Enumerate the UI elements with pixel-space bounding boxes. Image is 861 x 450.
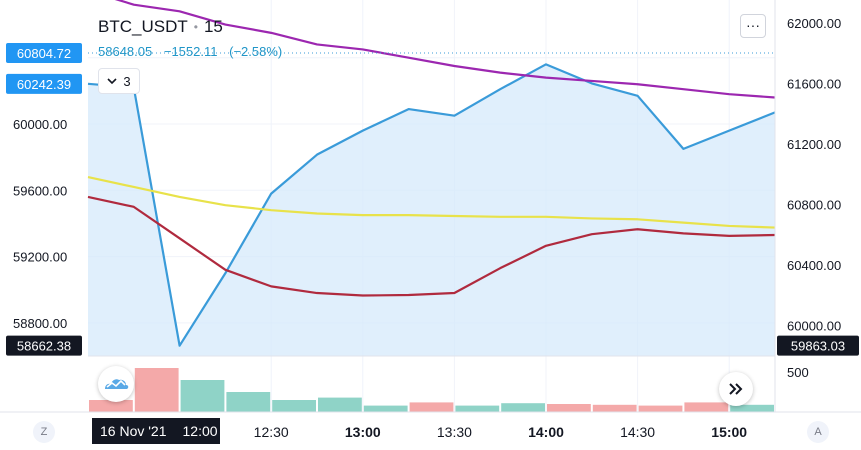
volume-axis-tick-label: 500 — [787, 365, 809, 380]
volume-bar — [684, 402, 729, 412]
volume-bar — [363, 405, 408, 412]
right-axis-tick-label: 62000.00 — [787, 16, 841, 31]
interval-label[interactable]: 15 — [203, 17, 223, 36]
volume-bar — [455, 405, 500, 412]
left-price-tag-mid: 60242.39 — [17, 77, 71, 92]
series-line-2 — [114, 0, 776, 99]
volume-bar — [180, 380, 225, 412]
time-axis-tick-label: 13:30 — [437, 424, 472, 440]
tradingview-cloud-icon — [105, 379, 129, 389]
left-price-tag-top: 60804.72 — [17, 46, 71, 61]
left-axis-tick-label: 59200.00 — [13, 250, 67, 265]
left-axis-tick-label: 58800.00 — [13, 316, 67, 331]
right-price-tag-bottom: 59863.03 — [791, 339, 845, 354]
symbol-name[interactable]: BTC_USDT — [98, 17, 188, 36]
more-options-button[interactable]: ··· — [740, 14, 766, 38]
right-axis-tick-label: 60800.00 — [787, 198, 841, 213]
chevron-down-icon — [107, 78, 117, 85]
indicator-count: 3 — [123, 73, 131, 89]
axes: 60400.00 60000.00 59600.00 59200.00 58800.00… — [0, 0, 861, 440]
dot-separator: • — [193, 20, 198, 34]
volume-bar — [318, 397, 362, 412]
quote-last: 58648.05 — [98, 44, 153, 59]
right-axis-tick-label: 60400.00 — [787, 258, 841, 273]
volume-bar — [272, 400, 316, 412]
left-axis-tick-label: 60000.00 — [13, 117, 67, 132]
left-price-tag-mid-bg — [6, 73, 82, 94]
volume-bar — [409, 402, 454, 412]
right-axis-tick-label: 61600.00 — [787, 77, 841, 92]
chart-header: BTC_USDT • 15 — [98, 16, 223, 38]
volume-bars — [89, 368, 774, 412]
volume-bar — [592, 404, 637, 412]
time-axis-tick-label: 14:30 — [620, 424, 655, 440]
volume-bar — [638, 405, 683, 412]
price-area-fill — [88, 64, 775, 356]
volume-bar — [226, 392, 271, 412]
crosshair-date: 16 Nov '21 — [100, 423, 167, 439]
scroll-to-realtime-button[interactable] — [719, 372, 753, 406]
time-axis-tick-label: 15:00 — [711, 424, 747, 440]
time-axis-tick-label: 14:00 — [528, 424, 564, 440]
series-lines — [87, 0, 776, 347]
time-axis-tick-label: 12:30 — [254, 424, 289, 440]
left-price-tag-bottom: 58662.38 — [17, 339, 71, 354]
time-axis-tick-label: 13:00 — [345, 424, 381, 440]
left-price-tag-top-bg — [6, 43, 82, 63]
volume-bar — [89, 400, 133, 412]
series-line-3 — [87, 175, 776, 229]
left-corner-button[interactable]: Z — [33, 421, 55, 443]
left-price-tag-bottom-bg — [6, 335, 82, 356]
crosshair-clock: 12:00 — [182, 423, 218, 439]
volume-bar — [134, 368, 179, 412]
double-chevron-right-icon — [729, 383, 743, 395]
quote-change-pct: (−2.58%) — [229, 44, 283, 59]
right-axis-tick-label: 61200.00 — [787, 137, 841, 152]
quote-line: 58648.05 −1552.11 (−2.58%) — [98, 44, 290, 59]
tradingview-logo-button[interactable] — [98, 366, 134, 402]
quote-change: −1552.11 — [163, 44, 218, 59]
series-line-1 — [87, 63, 776, 347]
left-axis-tick-label: 59600.00 — [13, 183, 67, 198]
right-axis-tick-label: 60000.00 — [787, 319, 841, 334]
crosshair-time-label: 16 Nov '21 12:00 — [92, 418, 220, 444]
series-line-4 — [87, 195, 776, 297]
price-tags: 60804.72 60242.39 58662.38 59863.03 — [6, 43, 859, 356]
volume-bar — [730, 404, 774, 412]
indicators-collapse-button[interactable]: 3 — [98, 68, 140, 94]
volume-bar — [501, 403, 545, 412]
volume-bar — [547, 404, 591, 412]
right-price-tag-bottom-bg — [777, 335, 859, 356]
auto-scale-button[interactable]: A — [807, 421, 829, 443]
